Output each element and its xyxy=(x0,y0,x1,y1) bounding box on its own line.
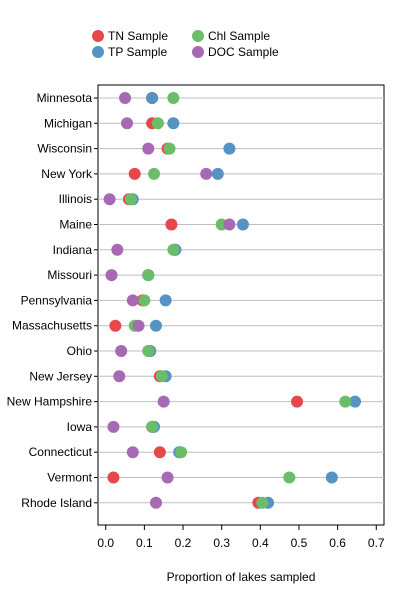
legend-label-doc: DOC Sample xyxy=(208,45,279,59)
legend-label-chl: Chl Sample xyxy=(208,29,271,43)
y-tick-label-pennsylvania: Pennsylvania xyxy=(21,293,93,307)
x-tick-label-6: 0.6 xyxy=(329,536,346,550)
y-tick-label-vermont: Vermont xyxy=(47,471,92,485)
legend-marker-chl xyxy=(192,30,204,42)
point-chl-sample-pennsylvania xyxy=(138,294,151,307)
point-chl-sample-indiana xyxy=(167,243,180,256)
point-chl-sample-connecticut xyxy=(175,446,188,459)
point-chl-sample-michigan xyxy=(151,117,164,130)
point-tn-sample-maine xyxy=(165,218,178,231)
x-tick-label-5: 0.5 xyxy=(291,536,308,550)
y-tick-label-wisconsin: Wisconsin xyxy=(37,142,92,156)
point-tn-sample-new-york xyxy=(128,167,141,180)
point-doc-sample-ohio xyxy=(115,345,128,357)
point-doc-sample-new-jersey xyxy=(113,370,126,383)
x-tick-label-3: 0.3 xyxy=(213,536,230,550)
point-doc-sample-missouri xyxy=(105,269,118,282)
y-tick-label-illinois: Illinois xyxy=(59,192,92,206)
point-chl-sample-missouri xyxy=(142,269,155,282)
point-tn-sample-new-hampshire xyxy=(291,395,304,408)
point-doc-sample-illinois xyxy=(103,193,116,206)
point-chl-sample-rhode-island xyxy=(256,496,269,509)
y-tick-label-indiana: Indiana xyxy=(53,243,93,257)
point-tp-sample-wisconsin xyxy=(223,142,236,155)
y-tick-label-iowa: Iowa xyxy=(67,420,93,434)
point-tp-sample-massachusetts xyxy=(149,319,162,332)
legend-marker-tn xyxy=(92,30,104,42)
point-doc-sample-vermont xyxy=(161,471,174,484)
y-tick-label-minnesota: Minnesota xyxy=(37,91,93,105)
x-tick-label-1: 0.1 xyxy=(136,536,153,550)
point-tp-sample-vermont xyxy=(325,471,338,484)
point-tn-sample-connecticut xyxy=(153,446,166,459)
point-doc-sample-minnesota xyxy=(119,92,132,104)
x-tick-label-4: 0.4 xyxy=(252,536,269,550)
point-doc-sample-indiana xyxy=(111,243,124,256)
y-tick-label-new-york: New York xyxy=(41,167,93,181)
point-tn-sample-vermont xyxy=(107,471,120,484)
y-tick-label-rhode-island: Rhode Island xyxy=(21,496,92,510)
point-doc-sample-michigan xyxy=(120,117,133,130)
point-tp-sample-michigan xyxy=(167,117,180,130)
point-chl-sample-illinois xyxy=(124,193,137,206)
point-doc-sample-connecticut xyxy=(126,446,139,459)
point-chl-sample-minnesota xyxy=(167,92,180,104)
y-tick-label-ohio: Ohio xyxy=(67,344,93,358)
point-chl-sample-wisconsin xyxy=(163,142,176,155)
point-chl-sample-new-jersey xyxy=(155,370,168,383)
point-chl-sample-new-york xyxy=(148,167,161,180)
point-tp-sample-maine xyxy=(236,218,249,231)
legend-marker-tp xyxy=(92,46,104,58)
x-axis: 0.0 0.1 0.2 0.3 0.4 0.5 0.6 0.7 xyxy=(97,525,385,550)
x-tick-label-2: 0.2 xyxy=(175,536,192,550)
gridlines xyxy=(98,97,384,504)
legend-marker-doc xyxy=(192,46,204,58)
point-chl-sample-vermont xyxy=(283,471,296,484)
point-doc-sample-new-york xyxy=(200,167,213,180)
y-tick-label-new-jersey: New Jersey xyxy=(29,369,92,383)
point-tn-sample-massachusetts xyxy=(109,319,122,332)
data-points xyxy=(103,92,362,509)
point-tp-sample-new-hampshire xyxy=(349,395,362,408)
y-tick-label-connecticut: Connecticut xyxy=(29,445,93,459)
point-doc-sample-massachusetts xyxy=(132,319,145,332)
y-tick-label-michigan: Michigan xyxy=(44,116,92,130)
legend-label-tp: TP Sample xyxy=(108,45,168,59)
point-chl-sample-new-hampshire xyxy=(339,395,352,408)
point-chl-sample-ohio xyxy=(142,345,155,357)
y-tick-label-new-hampshire: New Hampshire xyxy=(7,395,93,409)
y-axis: Minnesota Michigan Wisconsin New York Illino… xyxy=(7,91,98,510)
y-tick-label-missouri: Missouri xyxy=(47,268,92,282)
y-tick-label-maine: Maine xyxy=(59,218,92,232)
x-axis-label: Proportion of lakes sampled xyxy=(166,570,316,584)
plot-frame xyxy=(97,84,385,526)
point-tp-sample-pennsylvania xyxy=(159,294,172,307)
point-doc-sample-iowa xyxy=(107,420,120,433)
legend-label-tn: TN Sample xyxy=(108,29,169,43)
point-tp-sample-minnesota xyxy=(146,92,159,104)
y-tick-label-massachusetts: Massachusetts xyxy=(12,319,92,333)
point-doc-sample-maine xyxy=(223,218,236,231)
x-tick-label-0: 0.0 xyxy=(97,536,114,550)
point-tp-sample-new-york xyxy=(211,167,224,180)
x-tick-label-7: 0.7 xyxy=(368,536,385,550)
point-doc-sample-new-hampshire xyxy=(157,395,170,408)
point-chl-sample-iowa xyxy=(146,420,159,433)
point-doc-sample-wisconsin xyxy=(142,142,155,155)
point-doc-sample-pennsylvania xyxy=(126,294,139,307)
point-doc-sample-rhode-island xyxy=(149,496,162,509)
